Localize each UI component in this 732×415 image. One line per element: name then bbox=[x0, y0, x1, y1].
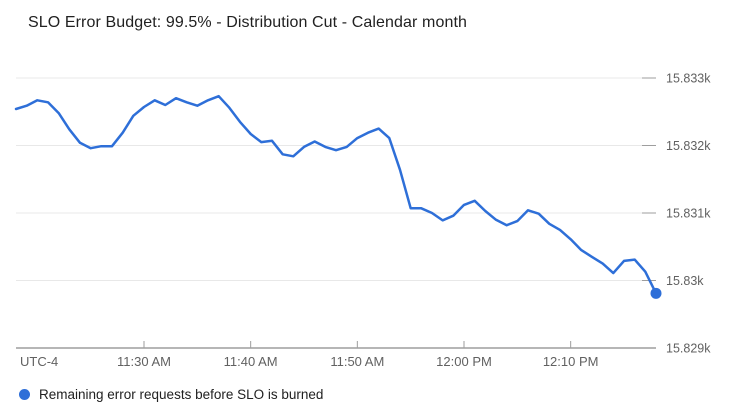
x-tick-label: 12:10 PM bbox=[543, 354, 599, 369]
x-axis-labels: UTC-4 11:30 AM 11:40 AM 11:50 AM 12:00 PM 12… bbox=[20, 354, 598, 369]
y-tick-label: 15.832k bbox=[666, 139, 711, 153]
utc-offset-label: UTC-4 bbox=[20, 354, 58, 369]
x-tick-label: 11:30 AM bbox=[117, 354, 171, 369]
x-tick-label: 12:00 PM bbox=[436, 354, 492, 369]
x-tick-label: 11:50 AM bbox=[330, 354, 384, 369]
legend-series-marker-icon bbox=[19, 389, 30, 400]
y-tick-label: 15.831k bbox=[666, 207, 711, 221]
right-axis-ticks bbox=[642, 77, 656, 281]
x-axis bbox=[143, 341, 572, 348]
x-tick-label: 11:40 AM bbox=[224, 354, 278, 369]
chart-title: SLO Error Budget: 99.5% - Distribution C… bbox=[28, 14, 467, 31]
y-tick-label: 15.83k bbox=[666, 274, 704, 288]
series-line bbox=[14, 94, 658, 295]
gridlines bbox=[16, 77, 656, 349]
legend-series-label: Remaining error requests before SLO is b… bbox=[39, 387, 324, 402]
series-end-dot bbox=[650, 287, 662, 299]
y-axis-labels: 15.833k 15.832k 15.831k 15.83k 15.829k bbox=[666, 72, 711, 356]
y-tick-label: 15.829k bbox=[666, 342, 711, 356]
y-tick-label: 15.833k bbox=[666, 72, 711, 86]
legend-item[interactable]: Remaining error requests before SLO is b… bbox=[19, 387, 323, 402]
